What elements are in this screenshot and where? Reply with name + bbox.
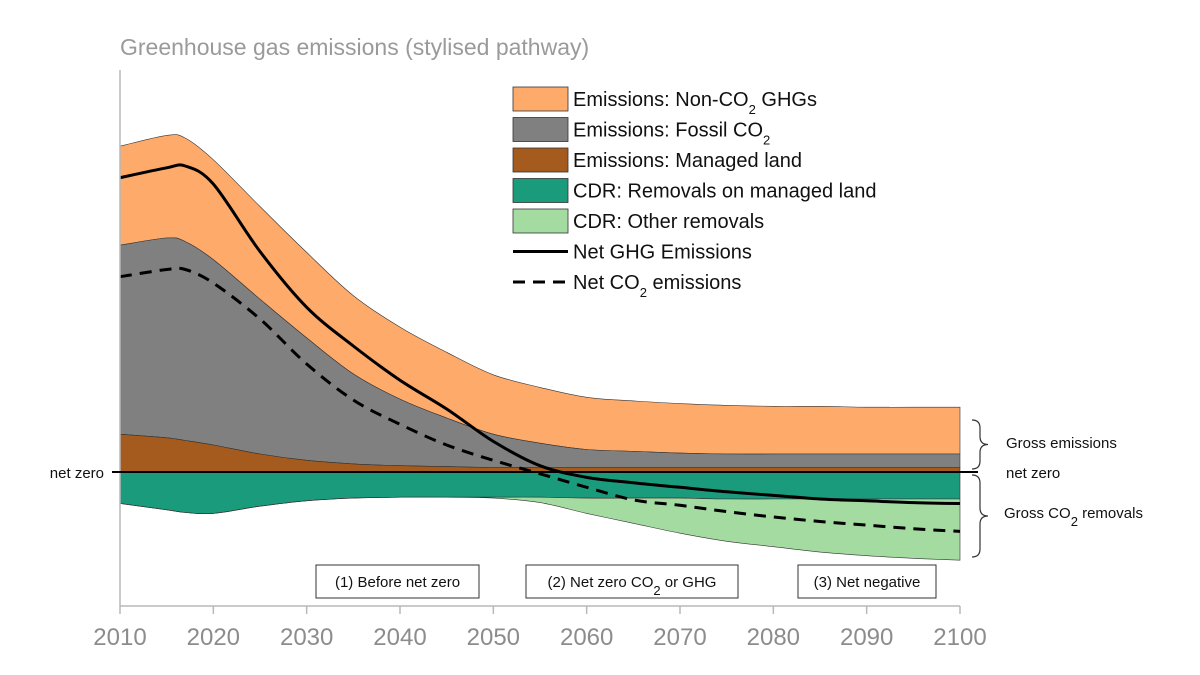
legend-label: Net GHG Emissions bbox=[573, 242, 752, 264]
legend-swatch bbox=[512, 86, 569, 112]
net-zero-label-left: net zero bbox=[50, 465, 104, 482]
legend-swatch bbox=[512, 147, 569, 173]
net-zero-label-right: net zero bbox=[1006, 465, 1060, 482]
x-tick-label: 2040 bbox=[373, 624, 426, 651]
x-tick-label: 2070 bbox=[653, 624, 706, 651]
phase-label: (1) Before net zero bbox=[335, 574, 460, 591]
legend: Emissions: Non-CO2 GHGs Emissions: Fossil… bbox=[512, 86, 877, 300]
x-tick-label: 2060 bbox=[560, 624, 613, 651]
phase-box bbox=[315, 564, 480, 599]
legend-swatch bbox=[512, 178, 569, 203]
areas-layer bbox=[119, 134, 961, 561]
legend-label: CDR: Other removals bbox=[573, 211, 764, 233]
phase-label: (2) Net zero CO2 or GHG bbox=[548, 574, 717, 598]
phase-box bbox=[797, 564, 937, 599]
legend-label: CDR: Removals on managed land bbox=[573, 181, 877, 203]
lines-layer bbox=[119, 163, 961, 533]
gross-removals-label: Gross CO2 removals bbox=[1004, 505, 1143, 529]
legend-label: Emissions: Managed land bbox=[573, 150, 802, 172]
legend-label: Net CO2 emissions bbox=[573, 272, 741, 300]
phase-label: (3) Net negative bbox=[814, 574, 921, 591]
annotations: net zero net zero Gross emissions Gross CO2… bbox=[50, 419, 1143, 558]
x-tick-label: 2010 bbox=[93, 624, 146, 651]
x-tick-label: 2100 bbox=[933, 624, 986, 651]
x-tick-label: 2020 bbox=[187, 624, 240, 651]
x-tick-label: 2050 bbox=[467, 624, 520, 651]
legend-swatch bbox=[512, 208, 569, 234]
legend-swatch bbox=[512, 117, 569, 142]
area-cdr-other bbox=[119, 496, 961, 561]
phase-labels: (1) Before net zero (2) Net zero CO2 or G… bbox=[315, 564, 937, 599]
line-net-co2 bbox=[119, 266, 961, 533]
gross-removals-brace bbox=[971, 474, 989, 558]
gross-emissions-label: Gross emissions bbox=[1006, 435, 1117, 452]
x-tick-label: 2030 bbox=[280, 624, 333, 651]
chart-title: Greenhouse gas emissions (stylised pathw… bbox=[120, 34, 589, 60]
gross-emissions-brace bbox=[971, 419, 989, 470]
line-net-ghg bbox=[119, 163, 961, 505]
phase-box bbox=[525, 564, 739, 599]
x-tick-label: 2090 bbox=[840, 624, 893, 651]
legend-label: Emissions: Fossil CO2 bbox=[573, 120, 770, 148]
axes-layer: 2010 2020 2030 2040 2050 2060 2070 2080 2090 2100 bbox=[93, 70, 987, 651]
x-tick-label: 2080 bbox=[747, 624, 800, 651]
legend-label: Emissions: Non-CO2 GHGs bbox=[573, 89, 817, 117]
